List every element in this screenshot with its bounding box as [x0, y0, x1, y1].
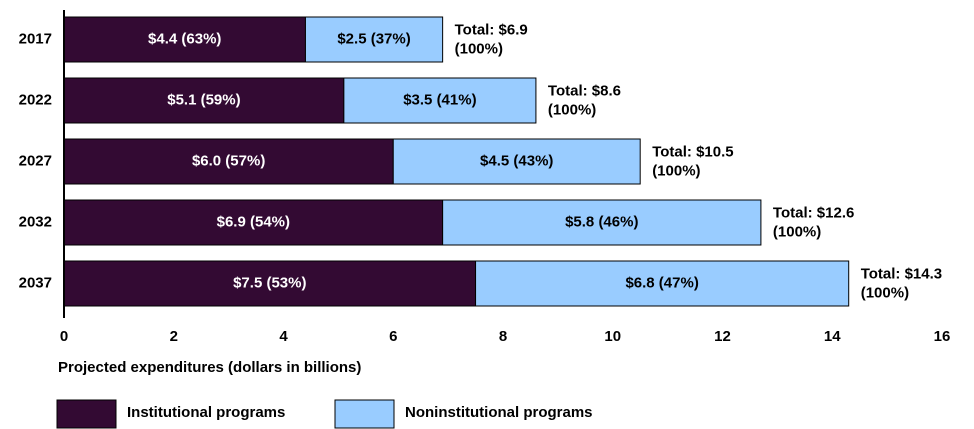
value-label: $4.4 (63%) — [148, 30, 221, 47]
x-tick-label: 4 — [279, 328, 288, 345]
x-tick-label: 12 — [714, 328, 731, 345]
bar-segment — [304, 16, 444, 63]
x-tick-label: 8 — [499, 328, 507, 345]
bar-segment — [343, 77, 537, 124]
x-tick-label: 2 — [170, 328, 178, 345]
total-label: Total: $6.9 — [455, 21, 528, 38]
y-tick-label: 2027 — [19, 152, 52, 169]
y-tick-label: 2022 — [19, 91, 52, 108]
bar-segment — [442, 199, 762, 246]
value-label: $7.5 (53%) — [233, 274, 306, 291]
y-tick-label: 2017 — [19, 30, 52, 47]
value-label: $5.8 (46%) — [565, 213, 638, 230]
total-label: Total: $14.3 — [861, 265, 942, 282]
total-label: (100%) — [861, 284, 909, 301]
total-label: Total: $10.5 — [652, 143, 733, 160]
bar-segment — [392, 138, 641, 185]
bar-segment — [63, 77, 345, 124]
total-label: (100%) — [455, 40, 503, 57]
value-label: $6.8 (47%) — [625, 274, 698, 291]
value-label: $4.5 (43%) — [480, 152, 553, 169]
bar-segment — [475, 260, 850, 307]
value-label: $2.5 (37%) — [337, 30, 410, 47]
value-label: $6.0 (57%) — [192, 152, 265, 169]
total-label: Total: $8.6 — [548, 82, 621, 99]
value-label: $3.5 (41%) — [403, 91, 476, 108]
bar-segment — [63, 199, 444, 246]
x-tick-label: 14 — [824, 328, 841, 345]
total-label: (100%) — [773, 223, 821, 240]
bar-segment — [63, 138, 394, 185]
x-tick-label: 10 — [604, 328, 621, 345]
x-tick-label: 16 — [934, 328, 951, 345]
total-label: (100%) — [548, 101, 596, 118]
x-tick-label: 0 — [60, 328, 68, 345]
value-label: $5.1 (59%) — [167, 91, 240, 108]
value-label: $6.9 (54%) — [217, 213, 290, 230]
x-tick-label: 6 — [389, 328, 397, 345]
total-label: (100%) — [652, 162, 700, 179]
legend-label: Noninstitutional programs — [405, 404, 593, 421]
legend-swatch — [334, 399, 395, 429]
y-tick-label: 2032 — [19, 213, 52, 230]
y-tick-label: 2037 — [19, 274, 52, 291]
total-label: Total: $12.6 — [773, 204, 854, 221]
x-axis-label: Projected expenditures (dollars in billi… — [58, 359, 361, 376]
bar-segment — [63, 16, 306, 63]
legend-swatch — [56, 399, 117, 429]
legend-label: Institutional programs — [127, 404, 285, 421]
